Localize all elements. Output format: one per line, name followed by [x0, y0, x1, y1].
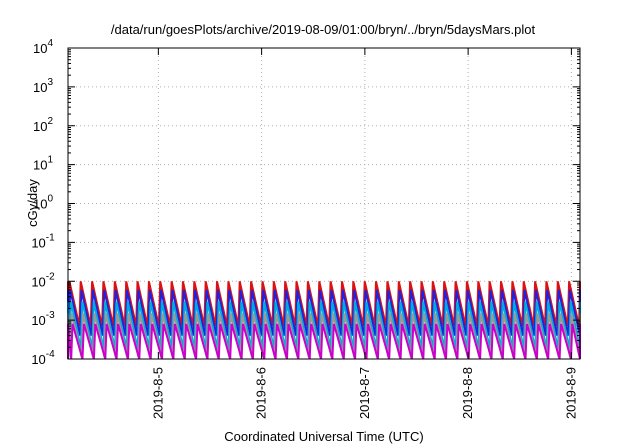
series-line [67, 281, 581, 327]
x-axis-label: Coordinated Universal Time (UTC) [224, 429, 423, 444]
x-tick-label: 2019-8-5 [150, 367, 165, 419]
series-line [67, 301, 581, 350]
y-tick-label: 10-3 [31, 310, 55, 328]
y-tick-label: 101 [33, 155, 53, 173]
y-tick-label: 104 [33, 38, 53, 56]
y-tick-label: 103 [33, 77, 53, 95]
y-tick-label: 10-2 [31, 271, 55, 289]
plot-area [67, 281, 581, 360]
chart-title: /data/run/goesPlots/archive/2019-08-09/0… [111, 22, 536, 37]
x-tick-label: 2019-8-9 [563, 367, 578, 419]
x-tick-label: 2019-8-8 [460, 367, 475, 419]
x-tick-label: 2019-8-7 [357, 367, 372, 419]
y-tick-label: 102 [33, 116, 53, 134]
x-axis: 2019-8-5 2019-8-6 2019-8-7 2019-8-8 2019-8-9 [150, 48, 578, 419]
plot-border [67, 47, 581, 360]
series-line [67, 323, 581, 360]
y-tick-label: 10-4 [31, 349, 55, 367]
y-tick-label: 10-1 [31, 232, 55, 250]
y-axis-label: cGy/day [25, 179, 40, 227]
series-line [67, 289, 581, 336]
x-tick-label: 2019-8-6 [254, 367, 269, 419]
